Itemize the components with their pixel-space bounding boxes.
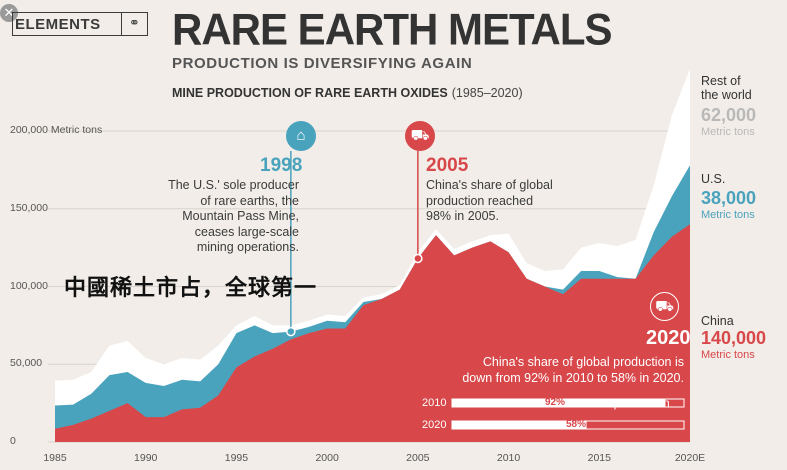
brand-logo: ELEMENTS ⚭ — [12, 12, 148, 36]
share-year-big: 2020 — [646, 327, 691, 349]
share-bar-fill — [452, 421, 587, 429]
legend-rest-unit: Metric tons — [701, 126, 755, 138]
legend-china-unit: Metric tons — [701, 349, 755, 361]
legend-rest-name-line: the world — [701, 88, 752, 102]
chart-title: MINE PRODUCTION OF RARE EARTH OXIDES (198… — [172, 86, 523, 100]
x-tick-label: 1990 — [134, 452, 158, 464]
y-tick-label: 0 — [10, 435, 16, 447]
x-tick-label: 2010 — [496, 452, 521, 464]
share-row-year: 2020 — [422, 419, 447, 431]
series-areas — [55, 68, 690, 443]
mine-cart-icon: ⛟ — [650, 292, 679, 321]
x-tick-label: 2000 — [315, 452, 339, 464]
legend-us-unit: Metric tons — [701, 209, 755, 221]
annotation-1998-text: The U.S.' sole producer of rare earths, … — [168, 178, 299, 256]
annotation-2005-line: China's share of global — [426, 178, 553, 192]
legend-us-name: U.S. — [701, 172, 726, 186]
mine-icon: ⌂ — [286, 121, 316, 151]
page-subtitle: PRODUCTION IS DIVERSIFYING AGAIN — [172, 55, 473, 72]
annotation-1998-line: ceases large-scale — [194, 224, 299, 239]
legend-rest-value: 62,000 — [701, 105, 757, 125]
x-tick-label: 1985 — [43, 452, 67, 464]
legend-china-value: 140,000 — [701, 328, 767, 348]
share-description: China's share of global production is do… — [462, 354, 684, 386]
annotation-2005-line: 98% in 2005. — [426, 209, 499, 223]
legend-us-value: 38,000 — [701, 188, 757, 208]
annotation-1998-line: mining operations. — [196, 240, 299, 254]
annotation-2005-text: China's share of global production reach… — [426, 178, 553, 225]
share-description-line: down from 92% in 2010 to 58% in 2020. — [462, 371, 684, 385]
china-area — [55, 224, 690, 442]
annotation-1998-line: of rare earths, the — [200, 193, 299, 208]
annotation-1998-line: The U.S.' sole producer — [168, 178, 299, 192]
mask-icon: ⚭ — [121, 12, 147, 36]
annotation-dot — [286, 326, 296, 337]
annotation-dot — [413, 253, 423, 264]
y-tick-label: 150,000 — [10, 201, 48, 214]
mine-cart-icon: ⛟ — [405, 121, 435, 151]
annotation-1998-year: 1998 — [260, 155, 303, 176]
share-row-pct: 92% — [545, 397, 566, 408]
share-bars — [451, 398, 685, 430]
x-tick-label: 2005 — [406, 452, 430, 464]
page-title: RARE EARTH METALS — [172, 4, 613, 55]
annotation-2005-line: production reached — [426, 193, 534, 208]
share-row-label: Total production — [585, 396, 670, 410]
x-tick-label: 1995 — [224, 452, 249, 464]
chart-title-years: (1985–2020) — [451, 86, 523, 100]
brand-name: ELEMENTS — [15, 15, 101, 33]
annotation-1998-line: Mountain Pass Mine, — [182, 209, 299, 223]
x-tick-label: 2020E — [674, 452, 706, 464]
y-tick-label: 50,000 — [10, 357, 43, 370]
legend-china-name: China — [701, 314, 734, 328]
legend-rest-name-line: Rest of — [701, 74, 741, 88]
share-row-pct: 58% — [566, 419, 587, 430]
y-tick-label: 100,000 — [10, 279, 48, 292]
overlay-caption: 中國稀土市占，全球第一 — [64, 275, 318, 300]
close-icon[interactable]: ✕ — [0, 4, 18, 22]
chart-title-text: MINE PRODUCTION OF RARE EARTH OXIDES — [172, 86, 448, 100]
share-description-line: China's share of global production is — [482, 355, 684, 369]
annotation-markers — [286, 151, 423, 337]
y-tick-label: 200,000 Metric tons — [10, 124, 103, 136]
legend-rest-name: Rest of the world — [701, 74, 752, 102]
x-tick-label: 2015 — [587, 452, 611, 464]
share-row-year: 2010 — [422, 397, 447, 409]
share-bar-fill — [452, 399, 666, 407]
annotation-2005-year: 2005 — [426, 155, 469, 176]
